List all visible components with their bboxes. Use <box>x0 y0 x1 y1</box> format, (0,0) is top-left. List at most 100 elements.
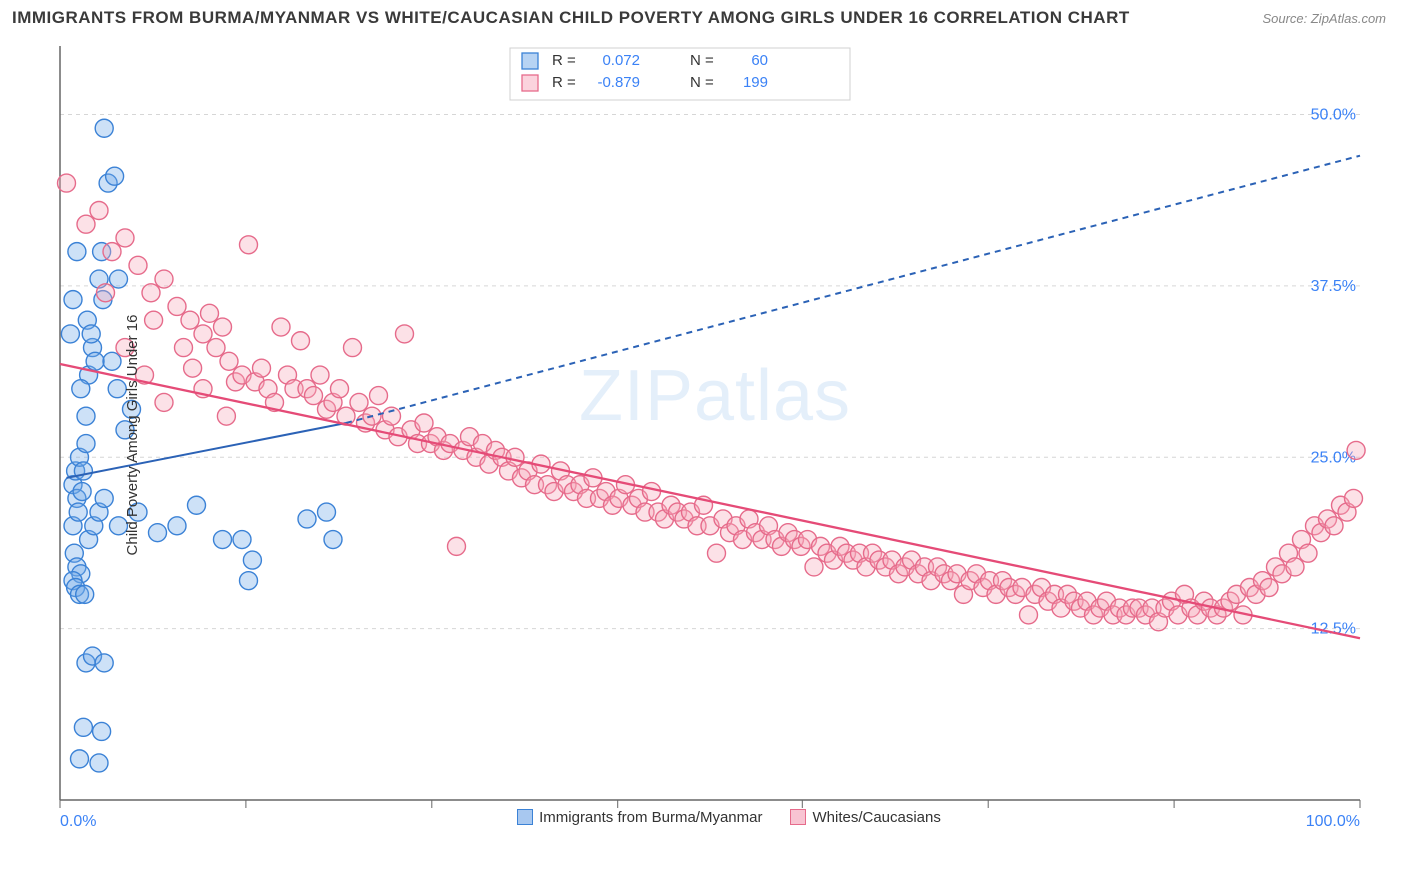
data-point <box>103 243 121 261</box>
svg-text:0.072: 0.072 <box>602 52 640 69</box>
data-point <box>207 339 225 357</box>
data-point <box>708 544 726 562</box>
data-point <box>175 339 193 357</box>
data-point <box>110 270 128 288</box>
data-point <box>217 407 235 425</box>
data-point <box>71 750 89 768</box>
data-point <box>448 537 466 555</box>
data-point <box>77 215 95 233</box>
chart-container: Child Poverty Among Girls Under 16 12.5%… <box>50 40 1380 830</box>
data-point <box>90 202 108 220</box>
data-point <box>58 174 76 192</box>
data-point <box>298 510 316 528</box>
data-point <box>181 311 199 329</box>
y-axis-label: Child Poverty Among Girls Under 16 <box>124 315 141 556</box>
data-point <box>184 359 202 377</box>
data-point <box>76 585 94 603</box>
legend-swatch <box>790 809 806 825</box>
data-point <box>1020 606 1038 624</box>
data-point <box>1347 441 1365 459</box>
data-point <box>168 517 186 535</box>
data-point <box>74 718 92 736</box>
data-point <box>506 448 524 466</box>
legend-label: Immigrants from Burma/Myanmar <box>539 809 762 826</box>
data-point <box>129 256 147 274</box>
data-point <box>214 318 232 336</box>
data-point <box>396 325 414 343</box>
data-point <box>292 332 310 350</box>
data-point <box>318 503 336 521</box>
data-point <box>415 414 433 432</box>
data-point <box>106 167 124 185</box>
data-point <box>116 229 134 247</box>
data-point <box>324 531 342 549</box>
data-point <box>194 325 212 343</box>
data-point <box>383 407 401 425</box>
data-point <box>86 352 104 370</box>
data-point <box>240 572 258 590</box>
data-point <box>805 558 823 576</box>
data-point <box>350 393 368 411</box>
svg-text:R =: R = <box>552 52 576 69</box>
data-point <box>97 284 115 302</box>
data-point <box>74 462 92 480</box>
data-point <box>370 387 388 405</box>
data-point <box>77 435 95 453</box>
data-point <box>272 318 290 336</box>
data-point <box>64 291 82 309</box>
data-point <box>1345 489 1363 507</box>
data-point <box>233 531 251 549</box>
data-point <box>240 236 258 254</box>
data-point <box>145 311 163 329</box>
svg-text:199: 199 <box>743 74 768 91</box>
data-point <box>331 380 349 398</box>
svg-text:R =: R = <box>552 74 576 91</box>
chart-title: IMMIGRANTS FROM BURMA/MYANMAR VS WHITE/C… <box>12 8 1130 28</box>
data-point <box>311 366 329 384</box>
data-point <box>69 503 87 521</box>
data-point <box>95 489 113 507</box>
data-point <box>149 524 167 542</box>
trend-line <box>67 423 347 478</box>
data-point <box>214 531 232 549</box>
data-point <box>142 284 160 302</box>
data-point <box>77 407 95 425</box>
data-point <box>155 393 173 411</box>
data-point <box>305 387 323 405</box>
source-attribution: Source: ZipAtlas.com <box>1262 11 1386 26</box>
legend-swatch <box>517 809 533 825</box>
x-axis-legend: Immigrants from Burma/Myanmar Whites/Cauc… <box>50 809 1380 826</box>
svg-text:50.0%: 50.0% <box>1311 107 1356 124</box>
data-point <box>68 243 86 261</box>
data-point <box>1325 517 1343 535</box>
svg-text:N =: N = <box>690 74 714 91</box>
data-point <box>73 483 91 501</box>
data-point <box>1260 579 1278 597</box>
legend-label: Whites/Caucasians <box>812 809 940 826</box>
data-point <box>90 754 108 772</box>
legend-swatch <box>522 75 538 91</box>
data-point <box>1299 544 1317 562</box>
trend-line <box>60 364 1360 638</box>
svg-text:N =: N = <box>690 52 714 69</box>
svg-text:-0.879: -0.879 <box>597 74 640 91</box>
data-point <box>61 325 79 343</box>
data-point <box>344 339 362 357</box>
legend-swatch <box>522 53 538 69</box>
svg-text:37.5%: 37.5% <box>1311 278 1356 295</box>
data-point <box>155 270 173 288</box>
svg-text:60: 60 <box>751 52 768 69</box>
data-point <box>253 359 271 377</box>
data-point <box>168 297 186 315</box>
data-point <box>93 722 111 740</box>
data-point <box>1286 558 1304 576</box>
data-point <box>220 352 238 370</box>
scatter-chart: 12.5%25.0%37.5%50.0%R =0.072N =60R =-0.8… <box>50 40 1380 830</box>
data-point <box>201 304 219 322</box>
data-point <box>95 119 113 137</box>
data-point <box>72 380 90 398</box>
trend-line-extrapolated <box>346 156 1360 423</box>
data-point <box>643 483 661 501</box>
data-point <box>243 551 261 569</box>
data-point <box>95 654 113 672</box>
